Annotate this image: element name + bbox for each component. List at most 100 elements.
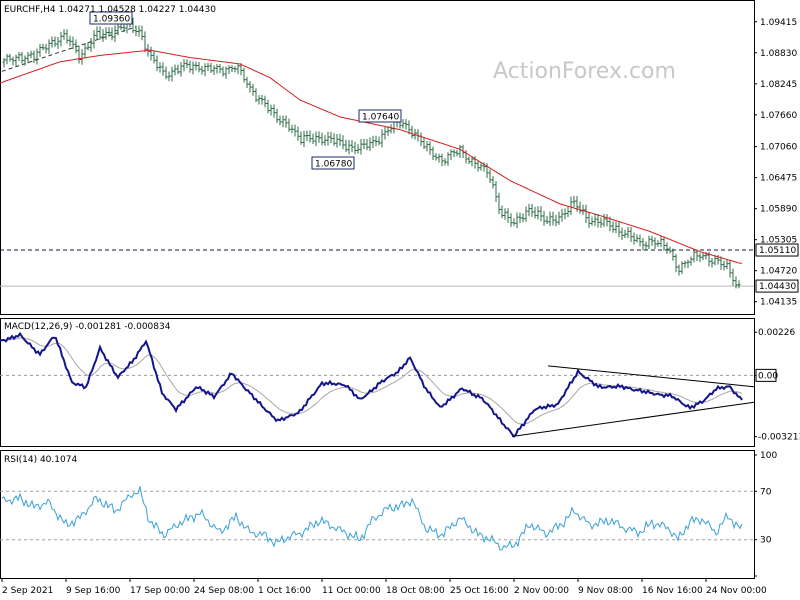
ohlc-bar — [356, 144, 360, 154]
ohlc-bar — [92, 30, 96, 49]
ohlc-bar — [272, 104, 276, 118]
ohlc-bar — [155, 55, 159, 72]
ohlc-bar — [257, 95, 261, 105]
ohlc-bar — [230, 65, 234, 72]
ohlc-bar — [200, 65, 204, 75]
rsi-plot — [0, 486, 754, 551]
ohlc-bar — [359, 138, 363, 155]
ohlc-bar — [515, 212, 519, 229]
ohlc-bar — [74, 39, 78, 54]
ohlc-bar — [677, 264, 681, 276]
ohlc-bar — [650, 235, 654, 246]
ohlc-bar — [311, 133, 315, 145]
time-tick-label: 1 Oct 16:00 — [258, 586, 311, 596]
ohlc-bar — [731, 268, 735, 286]
ohlc-bar — [302, 130, 306, 148]
ohlc-bar — [89, 38, 93, 52]
ohlc-bar — [695, 249, 699, 262]
ohlc-bar — [641, 237, 645, 251]
ohlc-bar — [656, 240, 660, 247]
price-tick-label: 1.04135 — [760, 298, 797, 308]
ohlc-bar — [107, 27, 111, 37]
ohlc-bar — [386, 126, 390, 136]
ohlc-bar — [284, 115, 288, 128]
ohlc-bar — [599, 217, 603, 228]
price-tick-label: 1.04720 — [760, 267, 797, 277]
macd-plot — [0, 331, 756, 438]
ohlc-bar — [371, 135, 375, 148]
ohlc-bar — [233, 66, 237, 73]
ohlc-bar — [167, 71, 171, 82]
price-tick-label: 1.05890 — [760, 205, 797, 215]
ohlc-bar — [452, 149, 456, 158]
ohlc-bar — [188, 60, 192, 73]
ohlc-bar — [500, 205, 504, 218]
ohlc-bar — [350, 139, 354, 153]
rsi-tick-label: 70 — [760, 487, 772, 497]
ohlc-bar — [254, 88, 258, 103]
ohlc-bar — [215, 63, 219, 74]
ohlc-bar — [206, 62, 210, 72]
ohlc-bar — [14, 54, 18, 66]
ohlc-bar — [692, 249, 696, 263]
ohlc-bar — [587, 212, 591, 228]
ohlc-bar — [110, 27, 114, 41]
ohlc-bar — [734, 276, 738, 289]
ohlc-bar — [566, 206, 570, 218]
ohlc-bar — [173, 64, 177, 76]
ohlc-bar — [572, 195, 576, 208]
ohlc-bar — [47, 39, 51, 55]
macd-current-label: 0.00 — [758, 371, 778, 381]
ohlc-bar — [242, 67, 246, 83]
ohlc-bar — [470, 156, 474, 167]
ohlc-bar — [152, 50, 156, 64]
ohlc-bar — [365, 138, 369, 151]
macd-tick-label: -0.003211 — [758, 433, 800, 443]
ohlc-bar — [158, 62, 162, 73]
ohlc-bar — [347, 139, 351, 155]
price-tick-label: 1.08245 — [760, 80, 797, 90]
ohlc-bar — [665, 242, 669, 254]
ohlc-bar — [65, 29, 69, 44]
ohlc-bar — [338, 133, 342, 146]
ohlc-bar — [38, 43, 42, 57]
time-tick-label: 17 Sep 00:00 — [130, 586, 190, 596]
time-tick-label: 2 Nov 00:00 — [514, 586, 569, 596]
ohlc-bar — [737, 280, 741, 289]
ohlc-bar — [542, 210, 546, 226]
ohlc-bar — [209, 63, 213, 73]
ohlc-bar — [503, 208, 507, 220]
ohlc-bar — [20, 51, 24, 64]
ohlc-bar — [17, 52, 21, 61]
ohlc-bar — [11, 56, 15, 66]
ohlc-bar — [530, 203, 534, 217]
ohlc-bar — [374, 135, 378, 147]
ohlc-bar — [245, 76, 249, 89]
ohlc-bar — [593, 214, 597, 227]
ohlc-bar — [722, 260, 726, 271]
ohlc-bar — [320, 132, 324, 146]
rsi-tick-label: 100 — [760, 451, 777, 461]
ohlc-bar — [176, 64, 180, 75]
time-tick-label: 2 Sep 2021 — [2, 586, 53, 596]
ohlc-bar — [683, 260, 687, 269]
time-axis: 2 Sep 2021 9 Sep 16:00 17 Sep 00:00 24 Sep … — [1, 578, 767, 596]
ohlc-bar — [149, 46, 153, 61]
ohlc-bar — [671, 248, 675, 261]
ohlc-bar — [71, 36, 75, 50]
ohlc-bar — [626, 226, 630, 239]
price-tick-label: 1.09415 — [760, 18, 797, 28]
ohlc-bar — [536, 206, 540, 220]
ohlc-bar — [527, 203, 531, 217]
price-tick-label: 1.06475 — [760, 174, 797, 184]
ohlc-bar — [569, 196, 573, 215]
ohlc-bar — [344, 139, 348, 153]
ohlc-bar — [203, 63, 207, 77]
price-annotation: 1.09360 — [89, 11, 133, 25]
ohlc-bar — [26, 51, 30, 64]
ohlc-bar — [182, 59, 186, 72]
ohlc-bar — [518, 212, 522, 224]
time-tick-label: 24 Nov 00:00 — [706, 586, 767, 596]
ohlc-bar — [104, 27, 108, 40]
ohlc-bar — [497, 192, 501, 215]
